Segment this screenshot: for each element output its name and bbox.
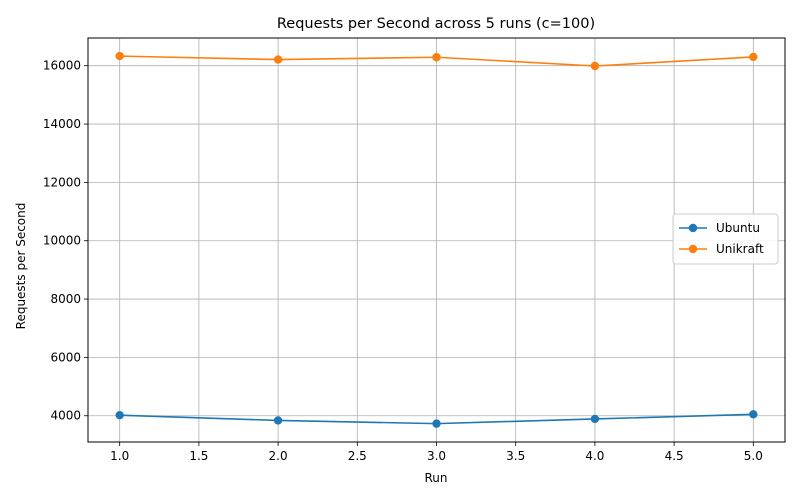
y-tick-label: 6000: [50, 350, 81, 364]
data-point-unikraft: [590, 61, 600, 71]
legend: Ubuntu Unikraft: [672, 213, 779, 265]
y-tick-label: 14000: [43, 117, 81, 131]
y-axis-label: Requests per Second: [14, 203, 28, 330]
legend-label-ubuntu: Ubuntu: [716, 221, 760, 235]
x-tick-label: 5.0: [744, 449, 763, 463]
data-point-unikraft: [749, 52, 758, 62]
y-tick-label: 12000: [43, 175, 81, 189]
legend-box: [672, 213, 779, 265]
data-point-ubuntu: [590, 414, 600, 424]
x-tick-label: 1.5: [189, 449, 208, 463]
x-tick-label: 4.0: [585, 449, 604, 463]
data-point-ubuntu: [749, 410, 758, 419]
x-tick-label: 1.0: [110, 449, 129, 463]
y-tick-label: 8000: [50, 292, 81, 306]
data-point-ubuntu: [115, 410, 124, 420]
y-tick-label: 4000: [50, 409, 81, 423]
ticks: 1.0 1.5 2.0 2.5 3.0 3.5 4.0 4.5 5.0 4000 6000 8000 1…: [43, 59, 763, 463]
legend-marker-unikraft: [688, 244, 698, 254]
x-axis-label: Run: [424, 471, 447, 485]
data-point-unikraft: [432, 53, 441, 62]
data-point-ubuntu: [432, 419, 441, 428]
x-tick-label: 2.5: [348, 449, 367, 463]
x-tick-label: 3.0: [427, 449, 446, 463]
x-tick-label: 2.0: [269, 449, 288, 463]
y-tick-label: 16000: [43, 59, 81, 73]
data-point-unikraft: [115, 51, 124, 61]
grid: [88, 38, 785, 442]
y-tick-label: 10000: [43, 234, 81, 248]
x-tick-label: 4.5: [665, 449, 684, 463]
data-point-unikraft: [273, 55, 283, 64]
series-layer: [115, 51, 758, 428]
legend-label-unikraft: Unikraft: [716, 242, 764, 256]
legend-marker-ubuntu: [688, 223, 698, 233]
x-tick-label: 3.5: [506, 449, 525, 463]
chart-title: Requests per Second across 5 runs (c=100…: [277, 16, 595, 32]
data-point-ubuntu: [273, 416, 283, 425]
